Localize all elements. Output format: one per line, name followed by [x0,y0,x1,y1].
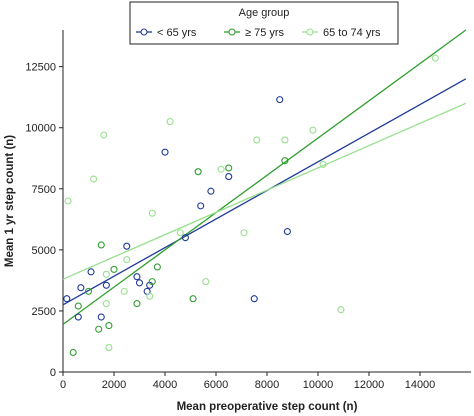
data-point-series-1 [105,322,113,330]
data-point-series-1 [133,300,141,308]
legend-title: Age group [239,7,290,19]
data-point-series-2 [202,278,210,286]
data-point-series-2 [309,126,317,134]
y-tick-label: 2500 [32,306,56,318]
data-point-series-0 [197,202,205,210]
data-point-series-0 [276,96,284,104]
data-point-series-2 [64,197,72,205]
data-point-series-0 [63,295,71,303]
trendlines [62,29,467,325]
data-point-series-0 [77,284,85,292]
x-tick-label: 8000 [255,379,279,391]
data-point-series-2 [123,256,131,264]
legend-label: 65 to 74 yrs [323,27,381,39]
data-point-series-2 [337,306,345,314]
data-point-series-1 [69,348,77,357]
data-point-series-0 [225,173,233,181]
data-point-series-2 [431,54,439,62]
y-tick-label: 12500 [25,62,56,74]
x-axis-ticks: 0 2000 4000 6000 8000 10000 12000 14000 [60,372,435,391]
data-point-series-0 [250,295,258,303]
y-axis-ticks: 0 2500 5000 7500 10000 12500 [25,62,63,379]
data-point-series-2 [176,229,184,237]
data-point-series-0 [135,279,144,287]
y-tick-label: 0 [50,367,56,379]
x-tick-label: 0 [60,379,66,391]
data-point-series-1 [84,287,93,295]
data-point-series-1 [148,278,156,286]
y-tick-label: 7500 [32,184,56,196]
data-point-series-1 [194,168,202,176]
legend-label: ≥ 75 yrs [245,27,285,39]
legend-entries: < 65 yrs ≥ 75 yrs 65 to 74 yrs [136,27,381,39]
legend-swatch-marker [228,28,236,36]
data-point-series-2 [319,160,327,168]
data-point-series-2 [240,229,248,237]
data-point-series-2 [253,136,261,144]
legend-box [129,1,399,45]
data-point-series-2 [281,136,289,144]
data-point-series-0 [87,268,95,276]
x-tick-label: 6000 [204,379,228,391]
trendline-series-2 [62,102,467,280]
legend-label: < 65 yrs [157,27,197,39]
data-point-series-2 [217,165,225,173]
data-point-series-2 [120,287,128,295]
data-point-series-1 [74,302,82,310]
data-point-series-2 [146,292,154,300]
x-tick-label: 4000 [153,379,177,391]
data-point-series-0 [74,313,82,321]
data-point-series-0 [207,187,215,195]
legend: Age group < 65 yrs ≥ 75 yrs 65 to 74 yrs [129,1,399,45]
data-point-series-2 [102,300,110,308]
data-point-series-1 [110,265,118,273]
data-point-series-0 [181,234,189,242]
y-axis-title: Mean 1 yr step count (n) [4,135,16,267]
data-point-series-1 [225,164,233,172]
data-point-series-2 [100,131,108,139]
data-point-series-2 [166,118,174,126]
data-point-series-1 [153,263,161,271]
data-point-series-2 [102,270,110,278]
data-point-series-1 [189,295,197,303]
data-point-series-2 [105,344,113,352]
data-point-series-0 [161,148,169,156]
x-axis-title: Mean preoperative step count (n) [177,401,358,413]
data-point-series-2 [90,175,98,183]
x-tick-label: 10000 [303,379,334,391]
legend-swatch-marker [306,28,314,36]
data-point-series-0 [102,281,110,289]
data-point-series-0 [123,242,131,250]
data-point-series-0 [133,273,141,281]
data-points [63,54,439,357]
trendline-series-1 [62,29,467,325]
x-tick-label: 12000 [354,379,385,391]
x-tick-label: 14000 [405,379,436,391]
data-point-series-1 [281,157,289,165]
plot-area: 0 2000 4000 6000 8000 10000 12000 14000 0 2500 50… [25,29,471,391]
data-point-series-0 [97,313,105,321]
y-tick-label: 10000 [25,123,56,135]
data-point-series-1 [95,325,103,333]
data-point-series-1 [97,241,105,249]
data-point-series-0 [283,227,291,236]
y-tick-label: 5000 [32,245,56,257]
x-tick-label: 2000 [102,379,126,391]
legend-swatch-marker [140,28,148,36]
data-point-series-2 [148,209,156,217]
